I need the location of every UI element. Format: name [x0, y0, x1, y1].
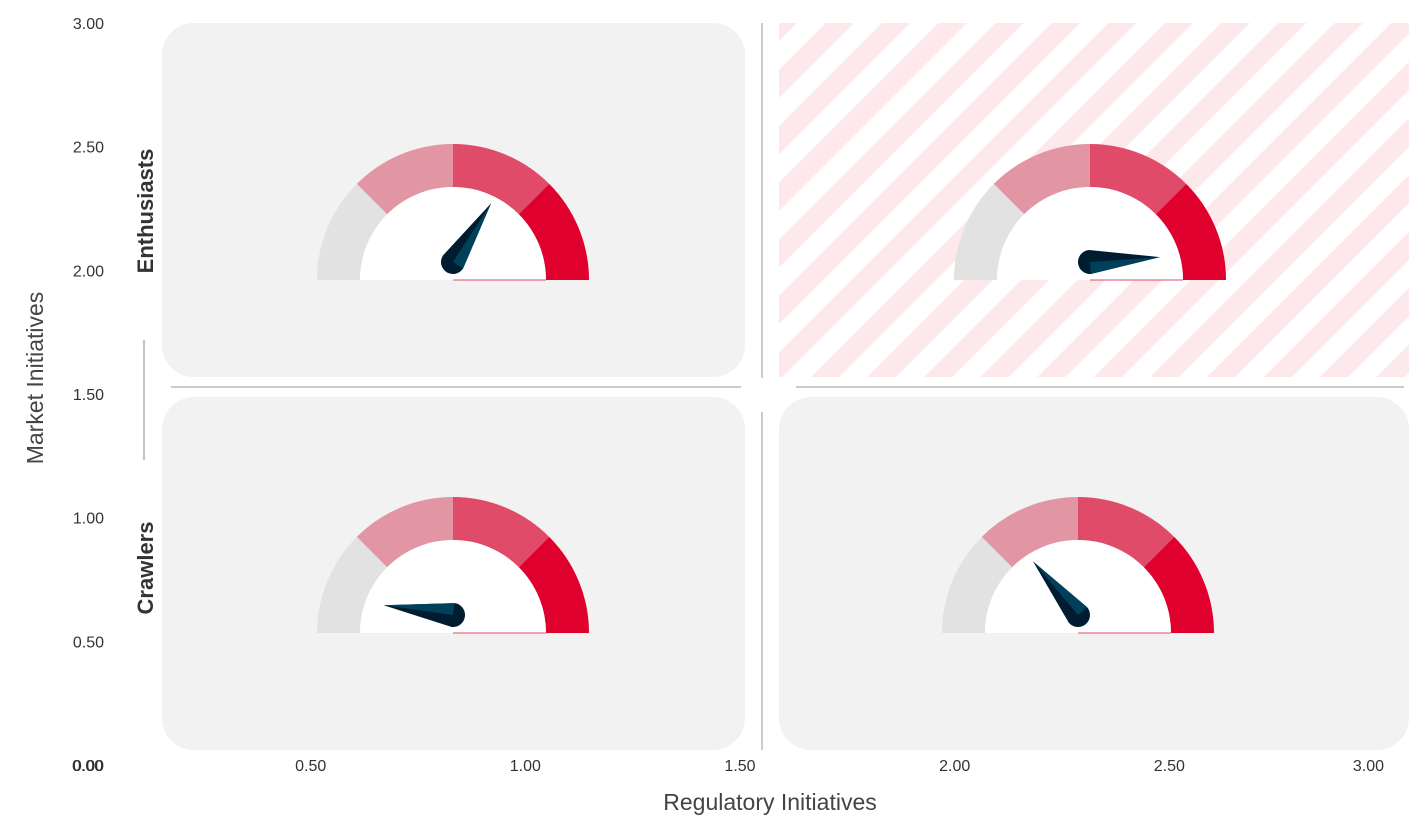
gauge-needle-light	[1033, 561, 1088, 615]
gauge-inner-disc	[985, 540, 1171, 633]
y-tick-label: 1.00	[73, 511, 104, 528]
gauge-segment-4	[1143, 536, 1214, 633]
x-tick-label: 0.50	[295, 758, 326, 775]
gauge-needle-light	[383, 603, 455, 615]
x-tick-label: 3.00	[1353, 758, 1384, 775]
gauge-needle	[383, 603, 466, 628]
y-tick-label: 0.50	[73, 634, 104, 651]
x-tick-label: 1.00	[510, 758, 541, 775]
y-axis-ticks: 0.00 0.50 1.00 1.50 2.00 2.50 3.00	[73, 16, 104, 775]
x-axis-ticks: 0.00 0.50 1.00 1.50 2.00 2.50 3.00	[72, 758, 1384, 775]
gauge-segment-3	[453, 144, 550, 215]
gauge-segment-2	[981, 497, 1078, 568]
gauge-segment-4	[1155, 183, 1226, 280]
gauge-inner-disc	[360, 187, 546, 280]
gauge-top-right	[954, 144, 1226, 281]
gauge-needle	[1078, 250, 1160, 274]
gauge-segment-2	[993, 144, 1090, 215]
y-tick-label: 0.00	[73, 758, 104, 775]
gauge-segment-3	[453, 497, 550, 568]
gauge-segment-2	[356, 144, 453, 215]
gauge-needle-light	[1090, 257, 1160, 274]
gauge-segment-3	[1078, 497, 1175, 568]
quadrant-dividers	[171, 23, 1404, 750]
x-tick-label: 2.50	[1154, 758, 1185, 775]
gauge-segment-1	[954, 183, 1025, 280]
gauge-segment-4	[518, 183, 589, 280]
y-tick-label: 2.00	[73, 263, 104, 280]
row-label-enthusiasts: Enthusiasts	[133, 149, 158, 274]
gauge-segment-1	[317, 536, 388, 633]
x-axis-title: Regulatory Initiatives	[663, 789, 877, 815]
row-label-crawlers: Crawlers	[133, 522, 158, 615]
gauge-segment-3	[1090, 144, 1187, 215]
gauge-needle-light	[453, 203, 492, 269]
y-tick-label: 1.50	[73, 387, 104, 404]
x-tick-label: 1.50	[724, 758, 755, 775]
gauge-bottom-left	[317, 497, 589, 634]
gauge-needle	[1033, 561, 1091, 628]
gauge-needle	[440, 203, 492, 275]
gauge-segment-1	[317, 183, 388, 280]
gauge-bottom-right	[942, 497, 1214, 634]
x-tick-label: 0.00	[72, 758, 103, 775]
gauge-top-left	[317, 144, 589, 281]
y-tick-label: 3.00	[73, 16, 104, 33]
gauge-needle-dark	[440, 203, 492, 275]
y-axis-title: Market Initiatives	[22, 292, 48, 465]
x-tick-label: 2.00	[939, 758, 970, 775]
gauge-segment-4	[518, 536, 589, 633]
gauge-segment-2	[356, 497, 453, 568]
gauge-segment-1	[942, 536, 1013, 633]
gauges	[317, 144, 1226, 634]
y-tick-label: 2.50	[73, 140, 104, 157]
